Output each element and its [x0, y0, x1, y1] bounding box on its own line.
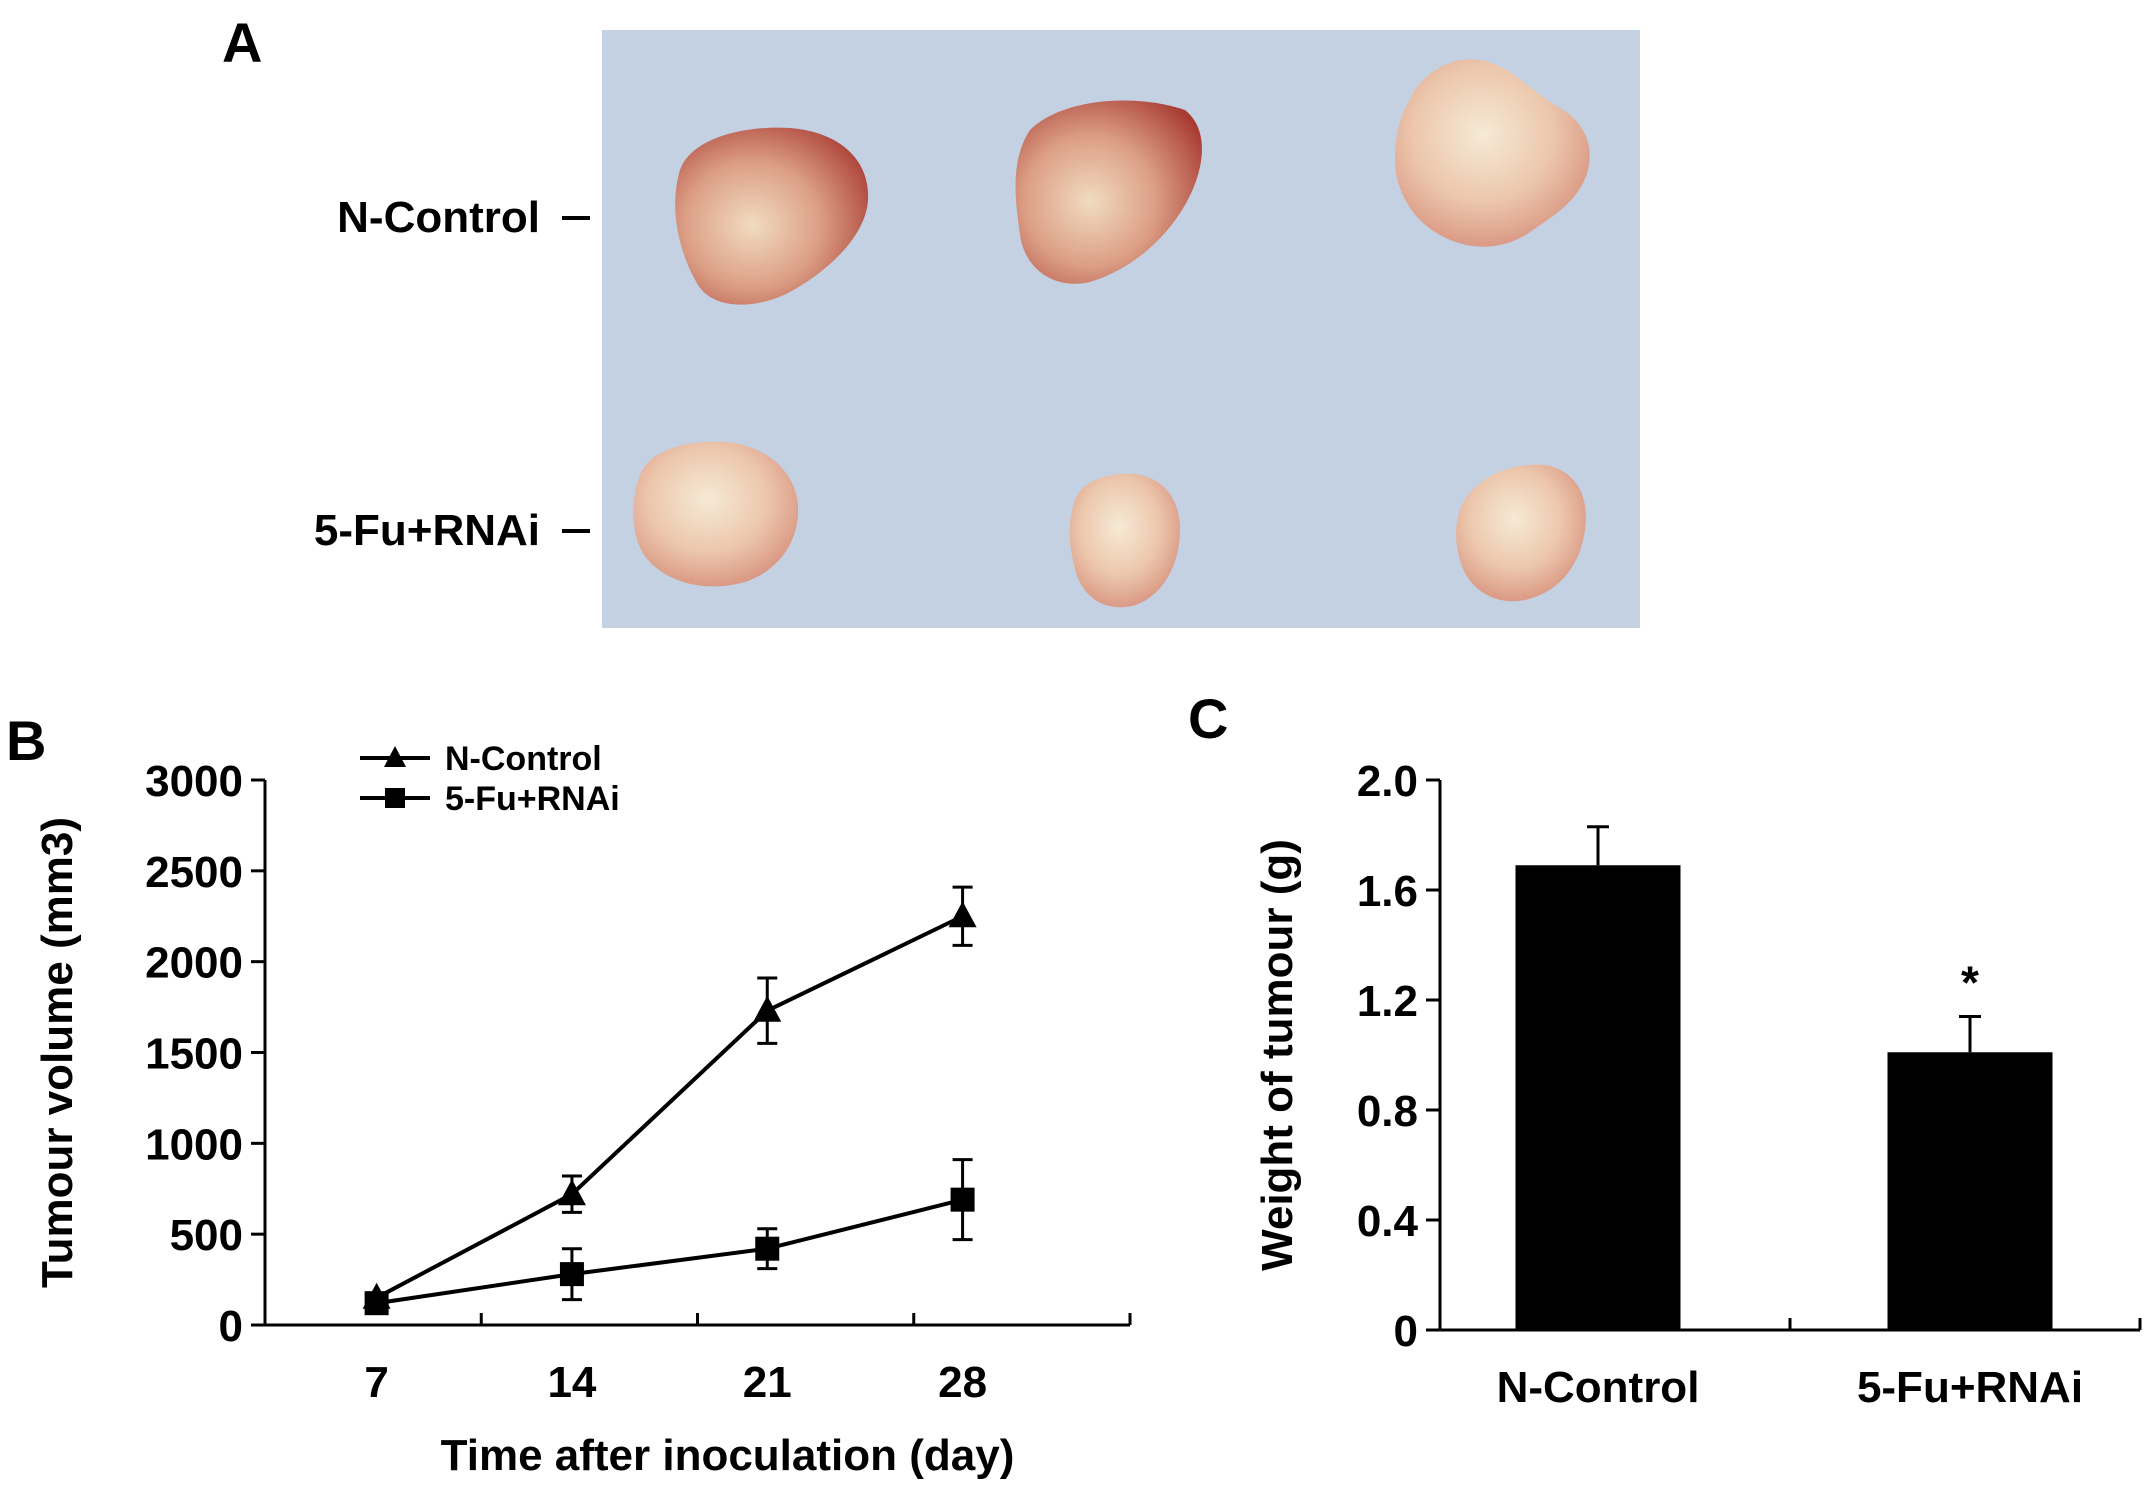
tumour-control-1 — [675, 127, 869, 305]
weight-y-tick-label: 2.0 — [1357, 757, 1418, 806]
legend-marker-n-control — [384, 746, 406, 767]
tumour-treated-2 — [1069, 473, 1180, 608]
volume-y-tick-label: 0 — [219, 1302, 243, 1351]
volume-series-line-n-control — [375, 914, 964, 1300]
volume-y-tick-label: 1500 — [145, 1030, 243, 1079]
significance-marker: * — [1961, 957, 1979, 1009]
volume-x-tick-label: 14 — [547, 1358, 596, 1407]
weight-bar-5fu-rnai — [1887, 1052, 2053, 1330]
volume-point-5fu-rnai — [559, 1262, 584, 1287]
weight-y-tick-label: 0 — [1394, 1307, 1418, 1356]
volume-point-5fu-rnai — [755, 1236, 780, 1261]
volume-y-axis-label: Tumour volume (mm3) — [33, 817, 82, 1288]
weight-y-tick-label: 1.6 — [1357, 867, 1418, 916]
volume-point-5fu-rnai — [950, 1187, 975, 1212]
legend-marker-5fu-rnai — [385, 788, 405, 808]
panel-letter-a: A — [222, 11, 262, 74]
volume-point-n-control — [557, 1179, 586, 1206]
volume-y-tick-label: 3000 — [145, 757, 243, 806]
volume-y-tick-label: 1000 — [145, 1120, 243, 1169]
tumour-control-3 — [1395, 59, 1590, 247]
volume-x-tick-label: 7 — [364, 1358, 388, 1407]
volume-x-axis-label: Time after inoculation (day) — [441, 1431, 1015, 1480]
row-label-n-control: N-Control — [337, 193, 540, 242]
legend-label: 5-Fu+RNAi — [445, 780, 620, 818]
tumour-photo — [602, 30, 1640, 628]
tumour-control-2 — [1015, 100, 1202, 284]
legend-label: N-Control — [445, 740, 602, 778]
volume-x-tick-label: 21 — [743, 1358, 792, 1407]
panel-letter-c: C — [1188, 687, 1228, 750]
weight-category-label: N-Control — [1497, 1363, 1700, 1412]
tumour-weight-chart: Weight of tumour (g) 0 0.4 0.8 1.2 1.6 2.0 N-C… — [1253, 757, 2142, 1412]
weight-y-tick-label: 1.2 — [1357, 977, 1418, 1026]
row-label-5fu-rnai: 5-Fu+RNAi — [314, 506, 540, 555]
volume-point-n-control — [948, 901, 977, 928]
volume-y-tick-label: 2000 — [145, 939, 243, 988]
volume-y-tick-label: 500 — [170, 1211, 243, 1260]
tumour-treated-3 — [1456, 464, 1586, 602]
weight-y-tick-label: 0.4 — [1357, 1197, 1419, 1246]
tumour-volume-chart: Tumour volume (mm3) Time after inoculati… — [33, 740, 1132, 1480]
volume-point-n-control — [753, 995, 782, 1022]
tumour-treated-1 — [633, 441, 799, 587]
weight-category-label: 5-Fu+RNAi — [1857, 1363, 2083, 1412]
volume-series-line-5fu-rnai — [376, 1197, 964, 1306]
volume-y-tick-label: 2500 — [145, 848, 243, 897]
volume-point-5fu-rnai — [364, 1291, 389, 1316]
weight-y-tick-label: 0.8 — [1357, 1087, 1418, 1136]
weight-bar-n-control — [1515, 865, 1681, 1330]
weight-y-axis-label: Weight of tumour (g) — [1253, 839, 1302, 1271]
volume-x-tick-label: 28 — [938, 1358, 987, 1407]
panel-letter-b: B — [6, 709, 46, 772]
